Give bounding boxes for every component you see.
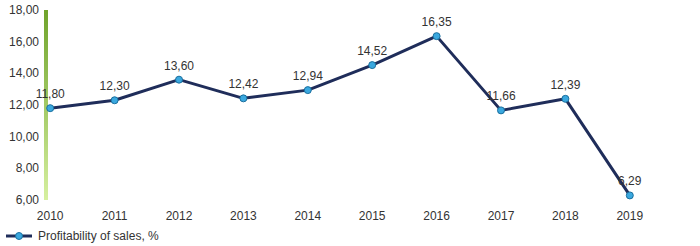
data-point — [562, 95, 569, 102]
x-tick-label: 2010 — [37, 209, 64, 223]
data-point — [369, 62, 376, 69]
data-label: 13,60 — [164, 59, 194, 73]
y-axis-line — [44, 10, 48, 200]
data-label: 6,29 — [618, 174, 642, 188]
legend-marker — [16, 233, 23, 240]
data-label: 11,80 — [36, 87, 65, 101]
data-point — [304, 87, 311, 94]
x-tick-label: 2017 — [488, 209, 515, 223]
data-point — [240, 95, 247, 102]
data-point — [433, 33, 440, 40]
data-label: 12,30 — [100, 79, 130, 93]
x-tick-label: 2013 — [230, 209, 257, 223]
chart-svg: 6,008,0010,0012,0014,0016,0018,002010201… — [0, 0, 700, 246]
y-tick-label: 16,00 — [9, 35, 39, 49]
chart-container: 6,008,0010,0012,0014,0016,0018,002010201… — [0, 0, 700, 246]
legend-label: Profitability of sales, % — [38, 229, 159, 243]
data-label: 11,66 — [486, 89, 515, 103]
x-tick-label: 2019 — [616, 209, 643, 223]
data-label: 12,94 — [293, 69, 323, 83]
data-label: 12,39 — [550, 78, 580, 92]
y-tick-label: 10,00 — [9, 130, 39, 144]
data-point — [498, 107, 505, 114]
x-tick-label: 2012 — [166, 209, 193, 223]
x-tick-label: 2014 — [294, 209, 321, 223]
data-point — [47, 105, 54, 112]
plot-area — [50, 36, 630, 195]
markers — [47, 33, 634, 199]
x-tick-label: 2015 — [359, 209, 386, 223]
data-label: 12,42 — [228, 77, 258, 91]
series-line — [50, 36, 630, 195]
x-tick-label: 2016 — [423, 209, 450, 223]
data-point — [111, 97, 118, 104]
data-point — [626, 192, 633, 199]
y-tick-label: 18,00 — [9, 3, 39, 17]
data-label: 14,52 — [357, 44, 387, 58]
y-tick-label: 8,00 — [16, 161, 40, 175]
data-point — [176, 76, 183, 83]
x-tick-label: 2011 — [102, 209, 128, 223]
y-tick-label: 14,00 — [9, 66, 39, 80]
y-tick-label: 6,00 — [16, 193, 40, 207]
x-tick-label: 2018 — [552, 209, 579, 223]
data-label: 16,35 — [422, 15, 452, 29]
